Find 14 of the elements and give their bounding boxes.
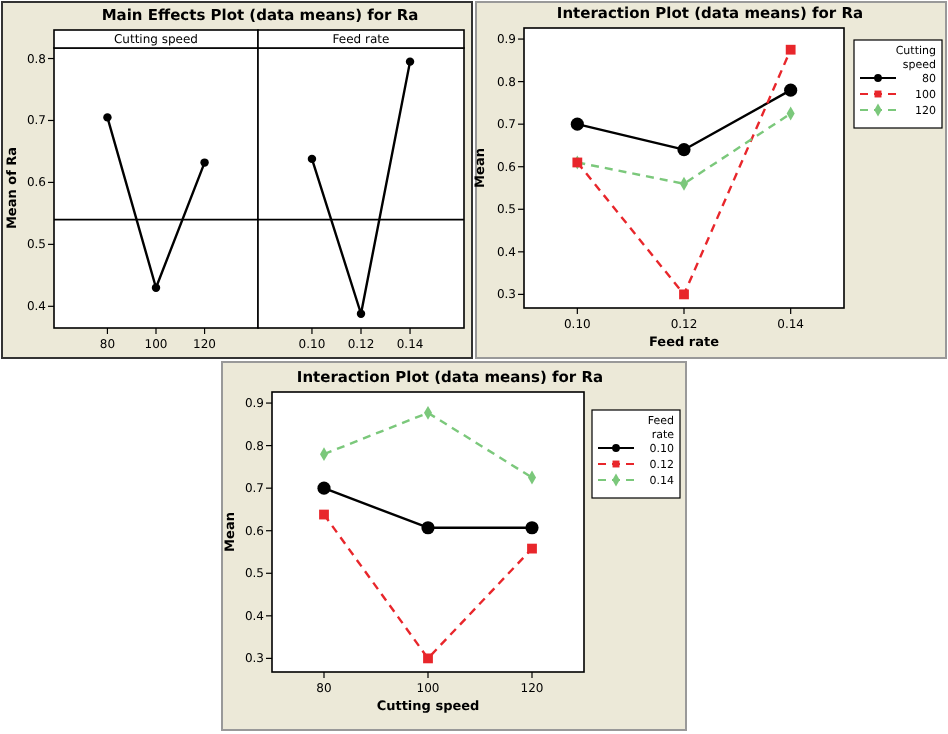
- point: [103, 113, 112, 122]
- point: [525, 521, 539, 535]
- point: [151, 283, 161, 292]
- point: [317, 481, 331, 495]
- point: [785, 44, 796, 55]
- point: [423, 653, 433, 664]
- point: [200, 158, 209, 167]
- point: [319, 509, 329, 520]
- point: [570, 117, 584, 131]
- point: [677, 143, 691, 157]
- point: [421, 521, 435, 535]
- point: [784, 83, 798, 97]
- point: [527, 543, 537, 554]
- point: [679, 289, 689, 300]
